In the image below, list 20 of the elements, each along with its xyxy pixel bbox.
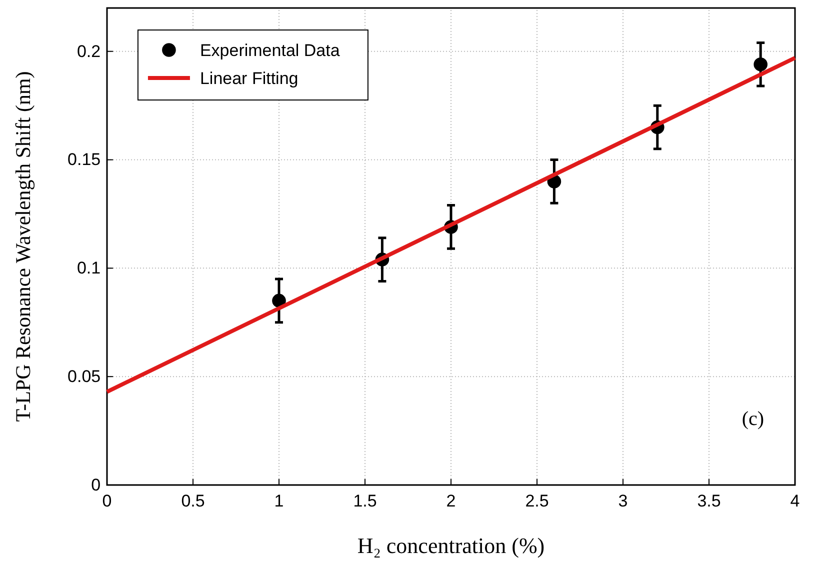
x-axis-title: H₂ concentration (%) [357,533,545,558]
x-tick-label: 2 [446,492,456,511]
x-tick-label: 1.5 [353,492,377,511]
y-tick-label: 0.05 [68,367,101,386]
x-tick-label: 4 [790,492,800,511]
y-tick-label: 0.15 [68,150,101,170]
y-tick-label: 0 [91,475,101,494]
y-tick-label: 0.1 [76,258,101,278]
legend-label: Experimental Data [200,40,340,60]
x-tick-label: 3 [618,492,628,511]
annotation: (c) [742,408,764,430]
x-tick-label: 1 [274,492,284,511]
y-axis-title: T-LPG Resonance Wavelength Shift (nm) [11,71,35,422]
x-tick-label: 2.5 [525,492,549,511]
point [754,57,768,72]
point [272,294,286,308]
x-tick-label: 0.5 [181,492,205,511]
legend-label: Linear Fitting [200,68,298,88]
y-tick-label: 0.2 [76,42,101,61]
x-tick-label: 3.5 [697,492,721,511]
